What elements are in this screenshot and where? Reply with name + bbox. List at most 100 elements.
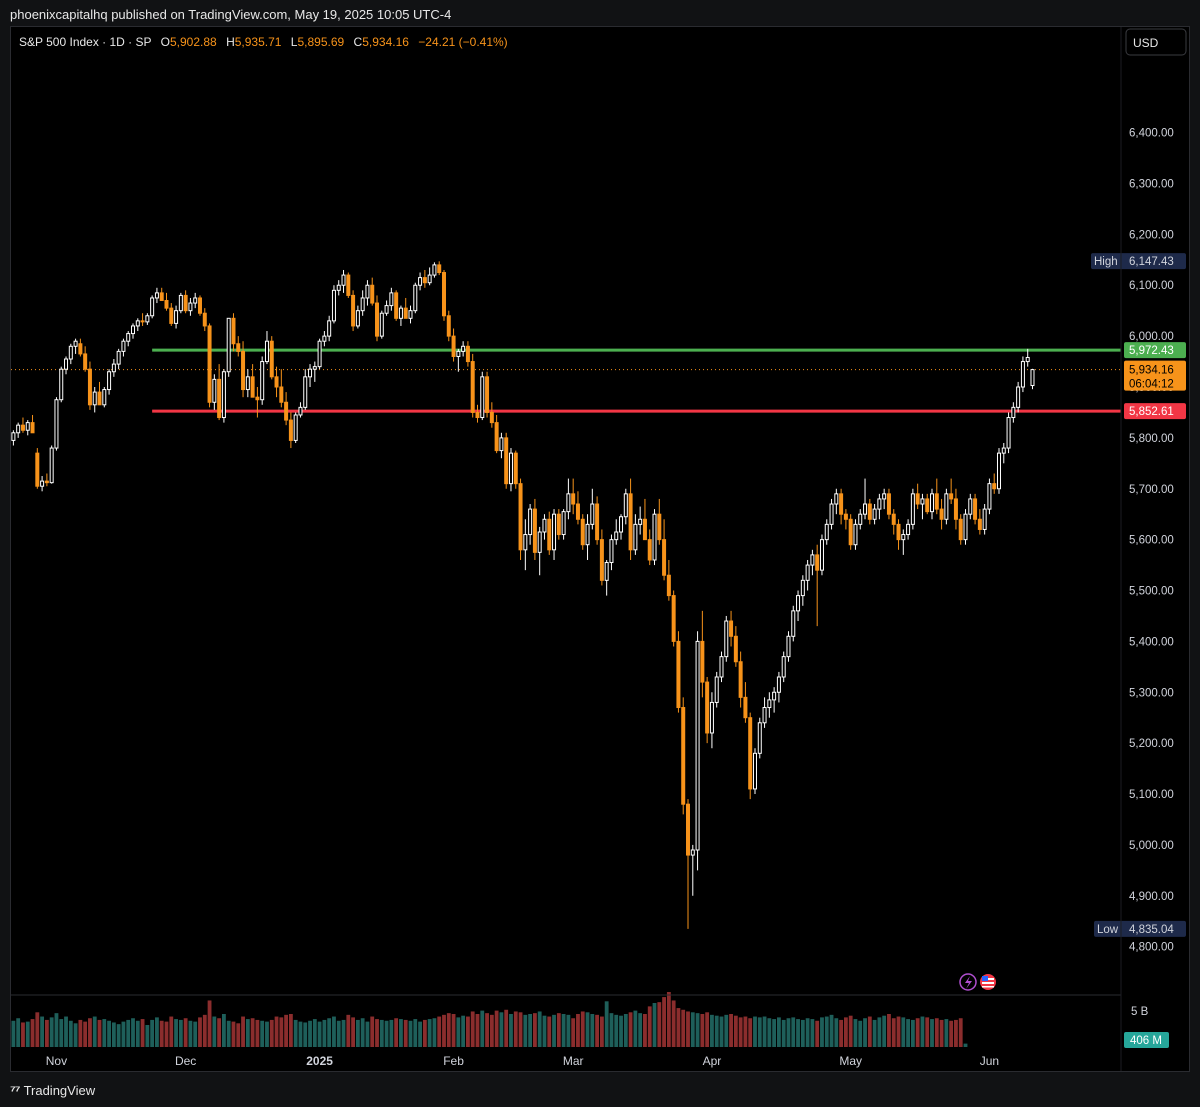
volume-bar [174,1019,178,1047]
volume-bar [169,1016,174,1047]
legend-line: S&P 500 Index · 1D · SP O5,902.88 H5,935… [19,35,508,49]
volume-bar [738,1017,743,1047]
candle-down [815,554,820,571]
candle-up [174,310,179,324]
candle-down [915,493,920,505]
candle-up [331,289,336,322]
candle-up [365,284,370,299]
y-tick-label: 5,400.00 [1129,636,1174,648]
volume-bar [408,1020,413,1047]
volume-bar [11,1020,16,1047]
candle-up [561,511,566,536]
volume-bar [241,1016,245,1047]
candle-up [264,340,269,363]
volume-bar [552,1014,556,1047]
volume-bar [954,1019,958,1047]
support-label: 5,852.61 [1129,406,1174,418]
volume-bar [78,1019,83,1047]
candle-up [432,264,437,276]
volume-bar [494,1010,499,1047]
volume-bar [150,1019,155,1047]
candle-down [441,272,446,317]
candle-down [164,300,169,309]
candle-down [676,640,681,709]
volume-bar [303,1022,308,1047]
candle-up [829,503,834,525]
candle-down [556,513,561,536]
volume-bar [164,1021,169,1047]
volume-bar [666,992,671,1047]
candle-up [781,656,786,678]
volume-bar [35,1012,40,1047]
candle-up [131,325,136,335]
candle-down [475,411,480,419]
candle-down [886,493,891,515]
volume-bar [68,1020,73,1047]
level-lines [11,348,1121,413]
y-tick-label: 5,500.00 [1129,586,1174,598]
candle-down [953,498,958,520]
legend-close: 5,934.16 [362,35,409,49]
candle-up [819,539,824,571]
price-chart[interactable]: 6,400.00 6,300.00 6,200.00 6,100.00 6,000.00… [11,27,1189,1071]
candles [11,261,1035,929]
candle-down [274,376,279,388]
candle-up [853,523,858,546]
candle-down [671,595,676,642]
volume-bar [877,1017,882,1047]
candle-up [499,437,504,452]
candle-down [375,302,380,337]
volume-bar [298,1021,303,1047]
candle-down [992,483,997,490]
currency-label[interactable]: USD [1133,36,1159,50]
candle-down [839,493,844,515]
candle-up [609,539,614,564]
candle-down [83,353,88,370]
candle-down [30,422,35,434]
volume-bar [375,1019,379,1047]
us-flag-icon[interactable] [980,974,996,990]
candle-up [59,368,64,401]
volume-bar [930,1019,934,1047]
volume-bar [221,1014,226,1047]
y-tick-label: 6,000.00 [1129,331,1174,343]
volume-bar [609,1013,614,1047]
volume-bar [944,1019,949,1047]
volume-bar [829,1014,834,1047]
candle-up [461,345,466,352]
candle-up [906,523,911,536]
candle-up [930,493,935,513]
legend-open: 5,902.88 [170,35,217,49]
volume-bar [599,1016,604,1047]
volume-bar [341,1019,346,1047]
candle-up [308,368,313,378]
high-value: 6,147.43 [1129,256,1174,268]
volume-bar [867,1016,872,1047]
lightning-icon[interactable] [959,973,977,991]
candle-up [322,335,327,342]
low-tag [1094,920,1186,937]
candle-down [169,307,174,324]
chart-panel[interactable]: 6,400.00 6,300.00 6,200.00 6,100.00 6,000.00… [10,26,1190,1072]
legend-l-label: L [291,35,298,49]
y-tick-label: 5,600.00 [1129,535,1174,547]
candle-down [738,661,743,698]
volume-bar [499,1012,504,1047]
candle-up [762,707,767,724]
candle-up [154,292,159,299]
candle-down [202,312,207,327]
volume-bar [925,1017,930,1047]
candle-down [891,513,896,525]
volume-bar [805,1018,810,1047]
y-tick-label: 5,800.00 [1129,433,1174,445]
volume-bar [676,1008,681,1047]
volume-bar [360,1018,365,1047]
candle-up [709,701,714,734]
candle-up [1006,417,1011,449]
candle-down [867,503,872,520]
volume-bar [40,1016,45,1047]
volume-bar [887,1014,891,1047]
currency-button[interactable]: USD [1125,28,1187,56]
volume-bar [21,1022,25,1047]
volume-bar [159,1020,164,1047]
